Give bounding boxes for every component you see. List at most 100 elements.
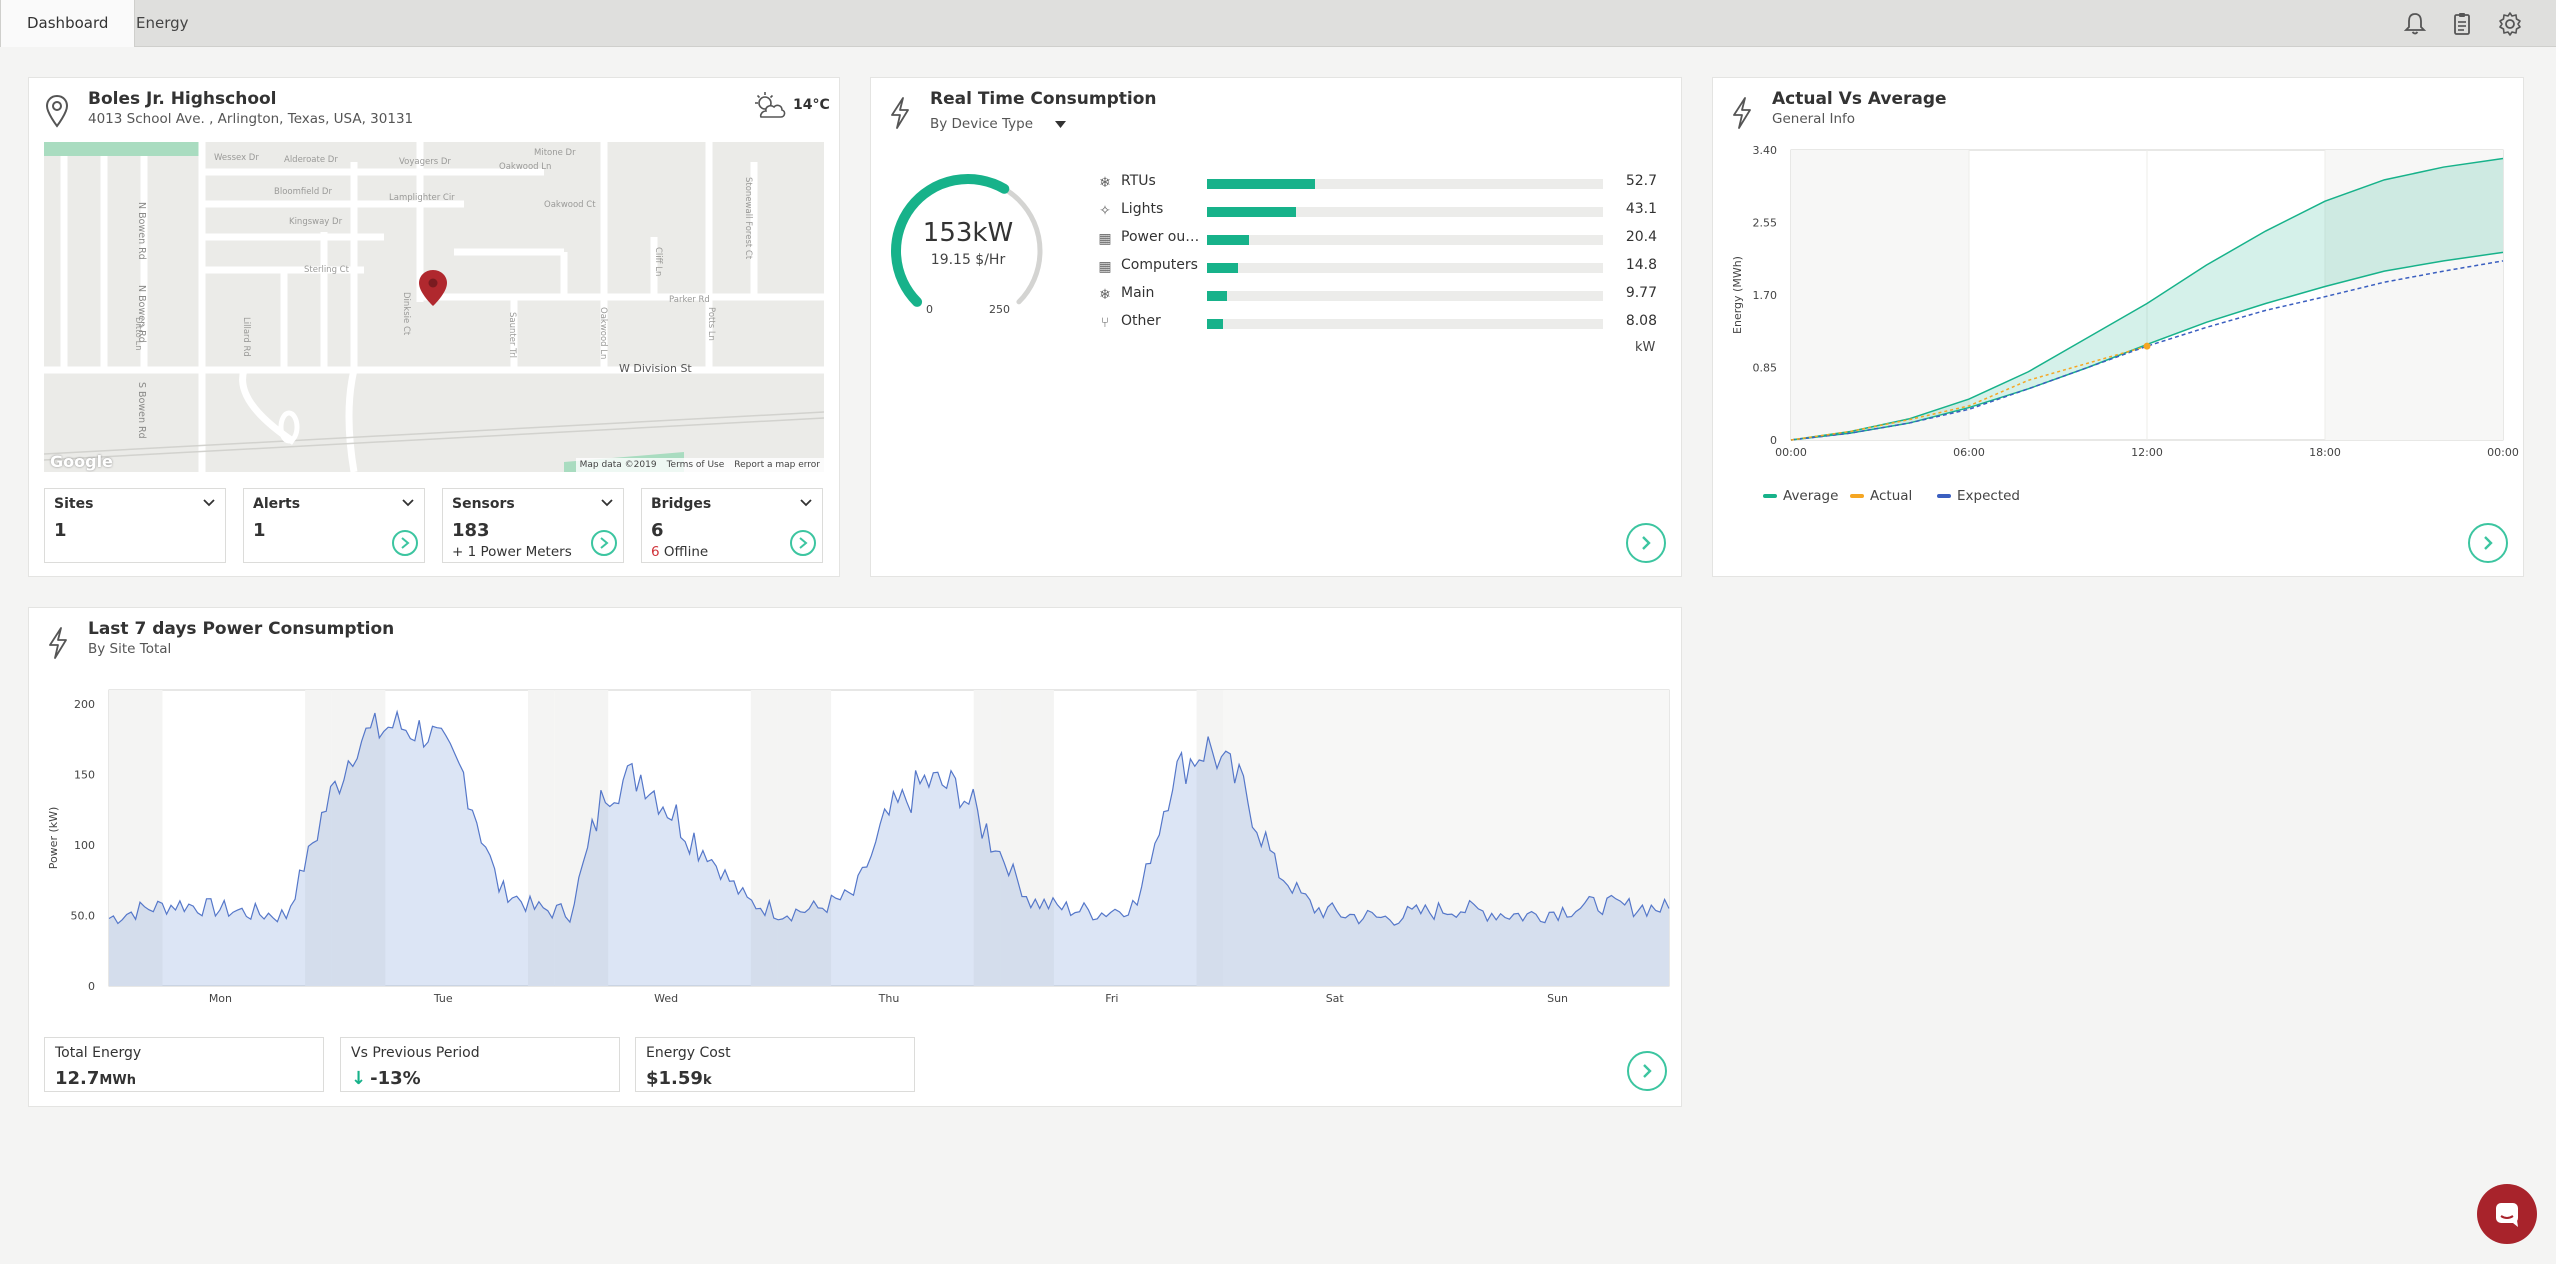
weekly-go-button[interactable] <box>1627 1051 1667 1091</box>
weekly-power-chart: 0 50.0 100 150 200 Mon Tue Wed Thu Fri Sat Sun Power… <box>47 689 1670 1005</box>
legend-item-average[interactable]: Average <box>1763 488 1838 504</box>
svg-text:Dinksie Ct: Dinksie Ct <box>401 292 411 336</box>
gauge-max: 250 <box>989 303 1010 316</box>
chat-button[interactable] <box>2477 1184 2537 1244</box>
unit-label: kW <box>1635 340 1656 355</box>
chevron-down-icon[interactable] <box>601 499 613 507</box>
realtime-title: Real Time Consumption <box>930 89 1157 109</box>
x-tick-label: Thu <box>878 992 900 1005</box>
device-row: ❄ Main 9.77 <box>1097 285 1677 305</box>
night-shade <box>1196 690 1224 986</box>
legend-item-actual[interactable]: Actual <box>1850 488 1912 504</box>
lightning-bolt-icon <box>891 97 909 129</box>
map-marker-icon[interactable] <box>419 270 447 306</box>
y-tick-label: 200 <box>74 698 95 711</box>
night-shade <box>777 690 832 986</box>
energy-cost-number: $1.59 <box>646 1068 703 1089</box>
sensors-label: Sensors <box>452 496 515 512</box>
night-shade <box>305 690 332 986</box>
y-tick-label: 150 <box>74 769 95 782</box>
chevron-down-icon[interactable] <box>800 499 812 507</box>
actual-vs-average-go-button[interactable] <box>2468 523 2508 563</box>
chevron-right-icon <box>1642 536 1651 550</box>
x-tick-label: 00:00 <box>1775 446 1807 459</box>
map-terms-link[interactable]: Terms of Use <box>666 460 725 470</box>
device-name: Other <box>1121 313 1161 329</box>
x-tick-label: Sat <box>1326 992 1345 1005</box>
bridges-offline-count: 6 <box>651 544 660 560</box>
bridges-extra: 6 Offline <box>651 544 708 560</box>
legend-swatch <box>1850 494 1864 498</box>
chevron-right-icon <box>600 537 609 549</box>
device-row: ⑂ Other 8.08 <box>1097 313 1677 333</box>
caret-down-icon <box>1055 120 1067 128</box>
chevron-down-icon[interactable] <box>402 499 414 507</box>
snowflake-icon: ❄ <box>1099 175 1111 191</box>
alerts-go-button[interactable] <box>392 530 418 556</box>
chevron-right-icon <box>799 537 808 549</box>
sites-stat[interactable]: Sites 1 <box>44 488 226 563</box>
sensors-go-button[interactable] <box>591 530 617 556</box>
bridges-stat[interactable]: Bridges 6 6 Offline <box>641 488 823 563</box>
bell-icon[interactable] <box>2400 9 2430 39</box>
total-energy-box: Total Energy 12.7MWh <box>44 1037 324 1092</box>
map-view[interactable]: Wessex Dr Alderoate Dr Voyagers Dr Miton… <box>44 142 824 472</box>
realtime-go-button[interactable] <box>1626 523 1666 563</box>
gauge-value: 153kW <box>922 218 1014 248</box>
device-value: 43.1 <box>1625 201 1657 217</box>
device-type-selector[interactable]: By Device Type <box>930 116 1067 132</box>
svg-text:Parker Rd: Parker Rd <box>669 295 710 305</box>
legend-item-expected[interactable]: Expected <box>1937 488 2020 504</box>
y-axis-label: Power (kW) <box>47 807 60 870</box>
night-shade <box>554 690 609 986</box>
realtime-consumption-card: Real Time Consumption By Device Type 153… <box>870 77 1682 577</box>
expected-line <box>1790 260 2504 441</box>
alerts-stat[interactable]: Alerts 1 <box>243 488 425 563</box>
sensors-stat[interactable]: Sensors 183 + 1 Power Meters <box>442 488 624 563</box>
map-report-link[interactable]: Report a map error <box>734 460 820 470</box>
device-bar-track <box>1207 263 1603 273</box>
x-tick-label: 00:00 <box>2487 446 2519 459</box>
device-type-selector-label: By Device Type <box>930 116 1034 132</box>
total-energy-value: 12.7MWh <box>55 1068 136 1089</box>
y-tick-label: 2.55 <box>1753 217 1778 230</box>
chevron-down-icon[interactable] <box>203 499 215 507</box>
night-shade <box>331 690 386 986</box>
tab-energy[interactable]: Energy <box>136 14 189 32</box>
actual-vs-average-chart: 0 0.85 1.70 2.55 3.40 00:00 06:00 12:00 18:00 00:… <box>1731 144 2519 459</box>
lightning-bolt-icon <box>1733 97 1751 129</box>
tab-dashboard[interactable]: Dashboard <box>0 0 136 47</box>
device-value: 14.8 <box>1625 257 1657 273</box>
device-name: Lights <box>1121 201 1164 217</box>
legend-label: Expected <box>1957 488 2020 504</box>
night-shade <box>1000 690 1054 986</box>
gear-icon[interactable] <box>2495 9 2525 39</box>
y-tick-label: 0.85 <box>1753 362 1778 375</box>
weekly-title: Last 7 days Power Consumption <box>88 619 395 639</box>
lightning-bolt-icon <box>49 627 67 659</box>
y-axis-label: Energy (MWh) <box>1731 256 1744 334</box>
bridges-go-button[interactable] <box>790 530 816 556</box>
device-bar-fill <box>1207 179 1316 189</box>
top-navigation-bar: Dashboard Energy <box>0 0 2556 47</box>
chat-icon <box>2496 1203 2518 1227</box>
weekly-subtitle: By Site Total <box>88 641 172 657</box>
x-tick-label: 06:00 <box>1953 446 1985 459</box>
svg-text:Sterling Ct: Sterling Ct <box>304 265 350 275</box>
average-high-line <box>1790 157 2504 441</box>
y-tick-label: 0 <box>88 980 95 993</box>
clipboard-icon[interactable] <box>2447 9 2477 39</box>
sensors-extra: + 1 Power Meters <box>452 544 572 560</box>
building-icon: ▦ <box>1098 259 1112 275</box>
svg-text:Bloomfield Dr: Bloomfield Dr <box>274 187 332 197</box>
weekend-shade <box>1223 690 1669 986</box>
chevron-right-icon <box>1643 1064 1652 1078</box>
svg-text:Ditto Ln: Ditto Ln <box>133 317 143 351</box>
site-card: Boles Jr. Highschool 4013 School Ave. , … <box>28 77 840 577</box>
svg-text:Oakwood Ln: Oakwood Ln <box>598 307 608 359</box>
y-tick-label: 1.70 <box>1753 289 1778 302</box>
map-attribution: Map data ©2019 Terms of Use Report a map… <box>575 458 824 472</box>
x-tick-label: Tue <box>433 992 453 1005</box>
device-bar-fill <box>1207 263 1238 273</box>
svg-text:W Division St: W Division St <box>619 362 692 375</box>
